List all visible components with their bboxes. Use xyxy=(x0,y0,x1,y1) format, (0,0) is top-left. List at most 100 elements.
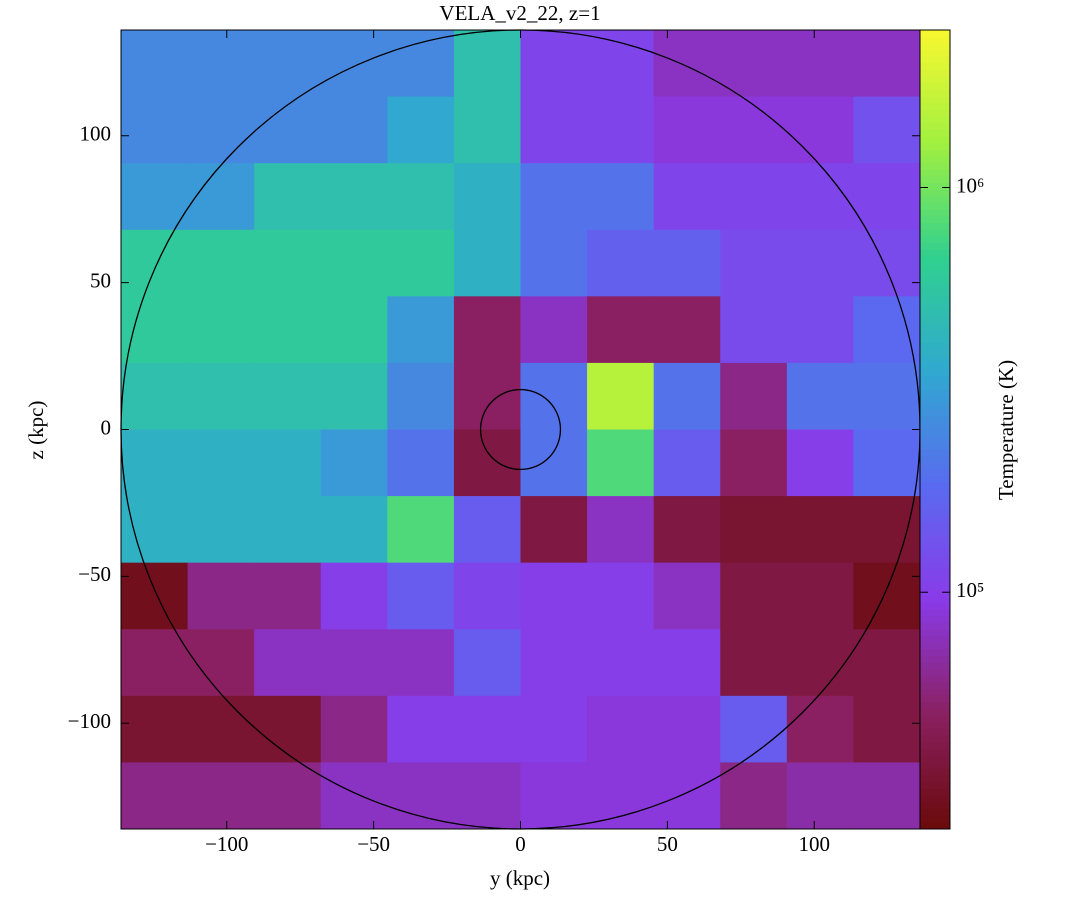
heatmap-cell xyxy=(587,762,655,830)
colorbar-segment xyxy=(920,156,950,164)
heatmap-cell xyxy=(387,163,455,231)
heatmap-cell xyxy=(254,695,322,763)
heatmap-cell xyxy=(720,429,788,497)
heatmap-cell xyxy=(320,296,388,364)
heatmap-cell xyxy=(653,762,721,830)
colorbar-segment xyxy=(920,43,950,51)
heatmap-cell xyxy=(786,362,854,430)
y-axis-label: z (kpc) xyxy=(24,401,48,460)
x-tick-label: −100 xyxy=(205,832,248,856)
heatmap-cell xyxy=(520,296,588,364)
colorbar-segment xyxy=(920,216,950,224)
colorbar-segment xyxy=(920,789,950,797)
heatmap-cell xyxy=(187,96,255,164)
heatmap-cell xyxy=(653,562,721,630)
heatmap-cell xyxy=(653,695,721,763)
heatmap-cell xyxy=(520,429,588,497)
heatmap-cell xyxy=(720,496,788,564)
colorbar-segment xyxy=(920,775,950,783)
colorbar-segment xyxy=(920,496,950,504)
x-tick-label: −50 xyxy=(357,832,390,856)
heatmap-cell xyxy=(453,30,521,98)
colorbar-segment xyxy=(920,755,950,763)
colorbar-segment xyxy=(920,362,950,371)
colorbar-segment xyxy=(920,269,950,277)
heatmap-cell xyxy=(520,629,588,697)
colorbar-segment xyxy=(920,802,950,810)
colorbar-segment xyxy=(920,169,950,177)
heatmap-cell xyxy=(653,629,721,697)
colorbar-segment xyxy=(920,742,950,750)
colorbar-segment xyxy=(920,223,950,231)
heatmap-cell xyxy=(587,429,655,497)
colorbar-segment xyxy=(920,542,950,550)
colorbar-segment xyxy=(920,815,950,823)
heatmap-cell xyxy=(121,229,189,297)
heatmap-cell xyxy=(853,496,921,564)
colorbar-segment xyxy=(920,69,950,78)
heatmap-cell xyxy=(786,30,854,98)
colorbar-segment xyxy=(920,329,950,337)
colorbar-segment xyxy=(920,536,950,544)
colorbar-segment xyxy=(920,49,950,58)
colorbar-segment xyxy=(920,276,950,284)
heatmap-cell xyxy=(320,163,388,231)
colorbar-segment xyxy=(920,669,950,677)
heatmap-cell xyxy=(387,695,455,763)
heatmap-cell xyxy=(320,30,388,98)
heatmap-cell xyxy=(187,362,255,430)
colorbar-segment xyxy=(920,389,950,397)
colorbar-segment xyxy=(920,822,950,830)
colorbar-segment xyxy=(920,396,950,404)
colorbar-segment xyxy=(920,116,950,124)
heatmap-cell xyxy=(786,496,854,564)
colorbar-segment xyxy=(920,575,950,584)
heatmap-cell xyxy=(853,362,921,430)
colorbar-segment xyxy=(920,516,950,524)
y-tick-label: −50 xyxy=(78,562,111,586)
heatmap-cell xyxy=(853,629,921,697)
heatmap-cell xyxy=(520,30,588,98)
heatmap-cell xyxy=(320,362,388,430)
heatmap-cell xyxy=(254,163,322,231)
heatmap-cell xyxy=(187,762,255,830)
heatmap-cell xyxy=(786,629,854,697)
colorbar-segment xyxy=(920,149,950,158)
heatmap-cell xyxy=(653,96,721,164)
colorbar-segment xyxy=(920,203,950,211)
colorbar-segment xyxy=(920,429,950,437)
heatmap-cell xyxy=(653,496,721,564)
x-tick-label: 100 xyxy=(799,832,831,856)
heatmap-cell xyxy=(254,762,322,830)
heatmap-cell xyxy=(653,30,721,98)
colorbar-segment xyxy=(920,336,950,344)
colorbar-segment xyxy=(920,662,950,670)
colorbar-segment xyxy=(920,36,950,44)
heatmap-cell xyxy=(653,429,721,497)
heatmap-cell xyxy=(453,296,521,364)
heatmap-cell xyxy=(387,429,455,497)
heatmap-cell xyxy=(720,30,788,98)
colorbar-segment xyxy=(920,442,950,450)
colorbar-segment xyxy=(920,163,950,171)
heatmap-cell xyxy=(254,96,322,164)
heatmap-cell xyxy=(187,562,255,630)
heatmap-cell xyxy=(121,362,189,430)
heatmap-cell xyxy=(720,695,788,763)
colorbar-segment xyxy=(920,456,950,464)
colorbar-segment xyxy=(920,183,950,191)
colorbar-segment xyxy=(920,709,950,717)
heatmap-cell xyxy=(786,429,854,497)
heatmap-cell xyxy=(320,695,388,763)
colorbar-segment xyxy=(920,249,950,257)
colorbar-segment xyxy=(920,795,950,803)
colorbar-segment xyxy=(920,63,950,71)
colorbar-segment xyxy=(920,143,950,151)
colorbar-segment xyxy=(920,89,950,98)
heatmap-cell xyxy=(587,296,655,364)
colorbar-segment xyxy=(920,622,950,630)
heatmap-cell xyxy=(254,629,322,697)
heatmap-cell xyxy=(187,163,255,231)
colorbar-segment xyxy=(920,695,950,703)
